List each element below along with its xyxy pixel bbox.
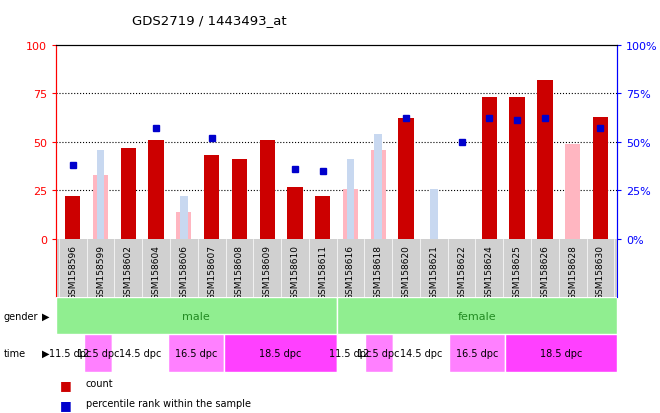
Text: 12.5 dpc: 12.5 dpc — [77, 348, 119, 358]
Bar — [430, 189, 438, 240]
Bar — [168, 335, 224, 372]
Bar — [56, 297, 337, 335]
Text: GSM158622: GSM158622 — [457, 244, 466, 299]
Bar — [537, 81, 552, 240]
Bar — [148, 140, 164, 240]
Bar — [510, 98, 525, 240]
Bar — [393, 335, 449, 372]
Bar — [343, 189, 358, 240]
Text: GSM158616: GSM158616 — [346, 244, 355, 299]
Text: 14.5 dpc: 14.5 dpc — [119, 348, 162, 358]
Text: GSM158618: GSM158618 — [374, 244, 383, 299]
Bar — [84, 335, 112, 372]
Bar — [371, 150, 386, 240]
Bar — [337, 297, 617, 335]
Text: GSM158625: GSM158625 — [513, 244, 521, 299]
Bar — [121, 148, 136, 240]
Text: GSM158604: GSM158604 — [152, 244, 160, 299]
Bar — [65, 197, 81, 240]
Text: GSM158611: GSM158611 — [318, 244, 327, 299]
Text: GSM158606: GSM158606 — [180, 244, 188, 299]
Text: GSM158626: GSM158626 — [541, 244, 549, 299]
Text: GSM158608: GSM158608 — [235, 244, 244, 299]
Text: 12.5 dpc: 12.5 dpc — [358, 348, 400, 358]
Text: 16.5 dpc: 16.5 dpc — [455, 348, 498, 358]
Bar — [56, 335, 84, 372]
Bar — [259, 140, 275, 240]
Text: 16.5 dpc: 16.5 dpc — [175, 348, 218, 358]
Text: ▶: ▶ — [42, 348, 50, 358]
Text: 18.5 dpc: 18.5 dpc — [259, 348, 302, 358]
Text: percentile rank within the sample: percentile rank within the sample — [86, 398, 251, 408]
Bar — [346, 160, 354, 240]
Text: GSM158630: GSM158630 — [596, 244, 605, 299]
Bar — [337, 335, 365, 372]
Text: 11.5 dpc: 11.5 dpc — [49, 348, 91, 358]
Bar — [399, 119, 414, 240]
Text: count: count — [86, 378, 114, 388]
Text: GSM158599: GSM158599 — [96, 244, 105, 299]
Bar — [204, 156, 219, 240]
Text: ■: ■ — [59, 378, 71, 391]
Text: GSM158620: GSM158620 — [401, 244, 411, 299]
Bar — [176, 212, 191, 240]
Bar — [232, 160, 247, 240]
Bar — [112, 335, 168, 372]
Text: GSM158621: GSM158621 — [429, 244, 438, 299]
Bar — [505, 335, 617, 372]
Text: GSM158596: GSM158596 — [68, 244, 77, 299]
Text: male: male — [182, 311, 211, 321]
Text: ■: ■ — [59, 398, 71, 411]
Bar — [180, 197, 187, 240]
Bar — [224, 335, 337, 372]
Bar — [565, 145, 580, 240]
Text: GDS2719 / 1443493_at: GDS2719 / 1443493_at — [132, 14, 286, 27]
Text: 14.5 dpc: 14.5 dpc — [399, 348, 442, 358]
Bar — [593, 117, 608, 240]
Text: female: female — [457, 311, 496, 321]
Bar — [374, 135, 382, 240]
Text: GSM158610: GSM158610 — [290, 244, 300, 299]
Bar — [365, 335, 393, 372]
Text: GSM158624: GSM158624 — [485, 244, 494, 299]
Bar — [315, 197, 331, 240]
Bar — [449, 335, 505, 372]
Bar — [93, 176, 108, 240]
Text: GSM158607: GSM158607 — [207, 244, 216, 299]
Text: gender: gender — [3, 311, 38, 321]
Text: GSM158602: GSM158602 — [124, 244, 133, 299]
Bar — [482, 98, 497, 240]
Text: ▶: ▶ — [42, 311, 50, 321]
Bar — [287, 187, 302, 240]
Bar — [97, 150, 104, 240]
Text: GSM158609: GSM158609 — [263, 244, 272, 299]
Text: time: time — [3, 348, 26, 358]
Text: GSM158628: GSM158628 — [568, 244, 577, 299]
Text: 18.5 dpc: 18.5 dpc — [540, 348, 582, 358]
Text: 11.5 dpc: 11.5 dpc — [329, 348, 372, 358]
